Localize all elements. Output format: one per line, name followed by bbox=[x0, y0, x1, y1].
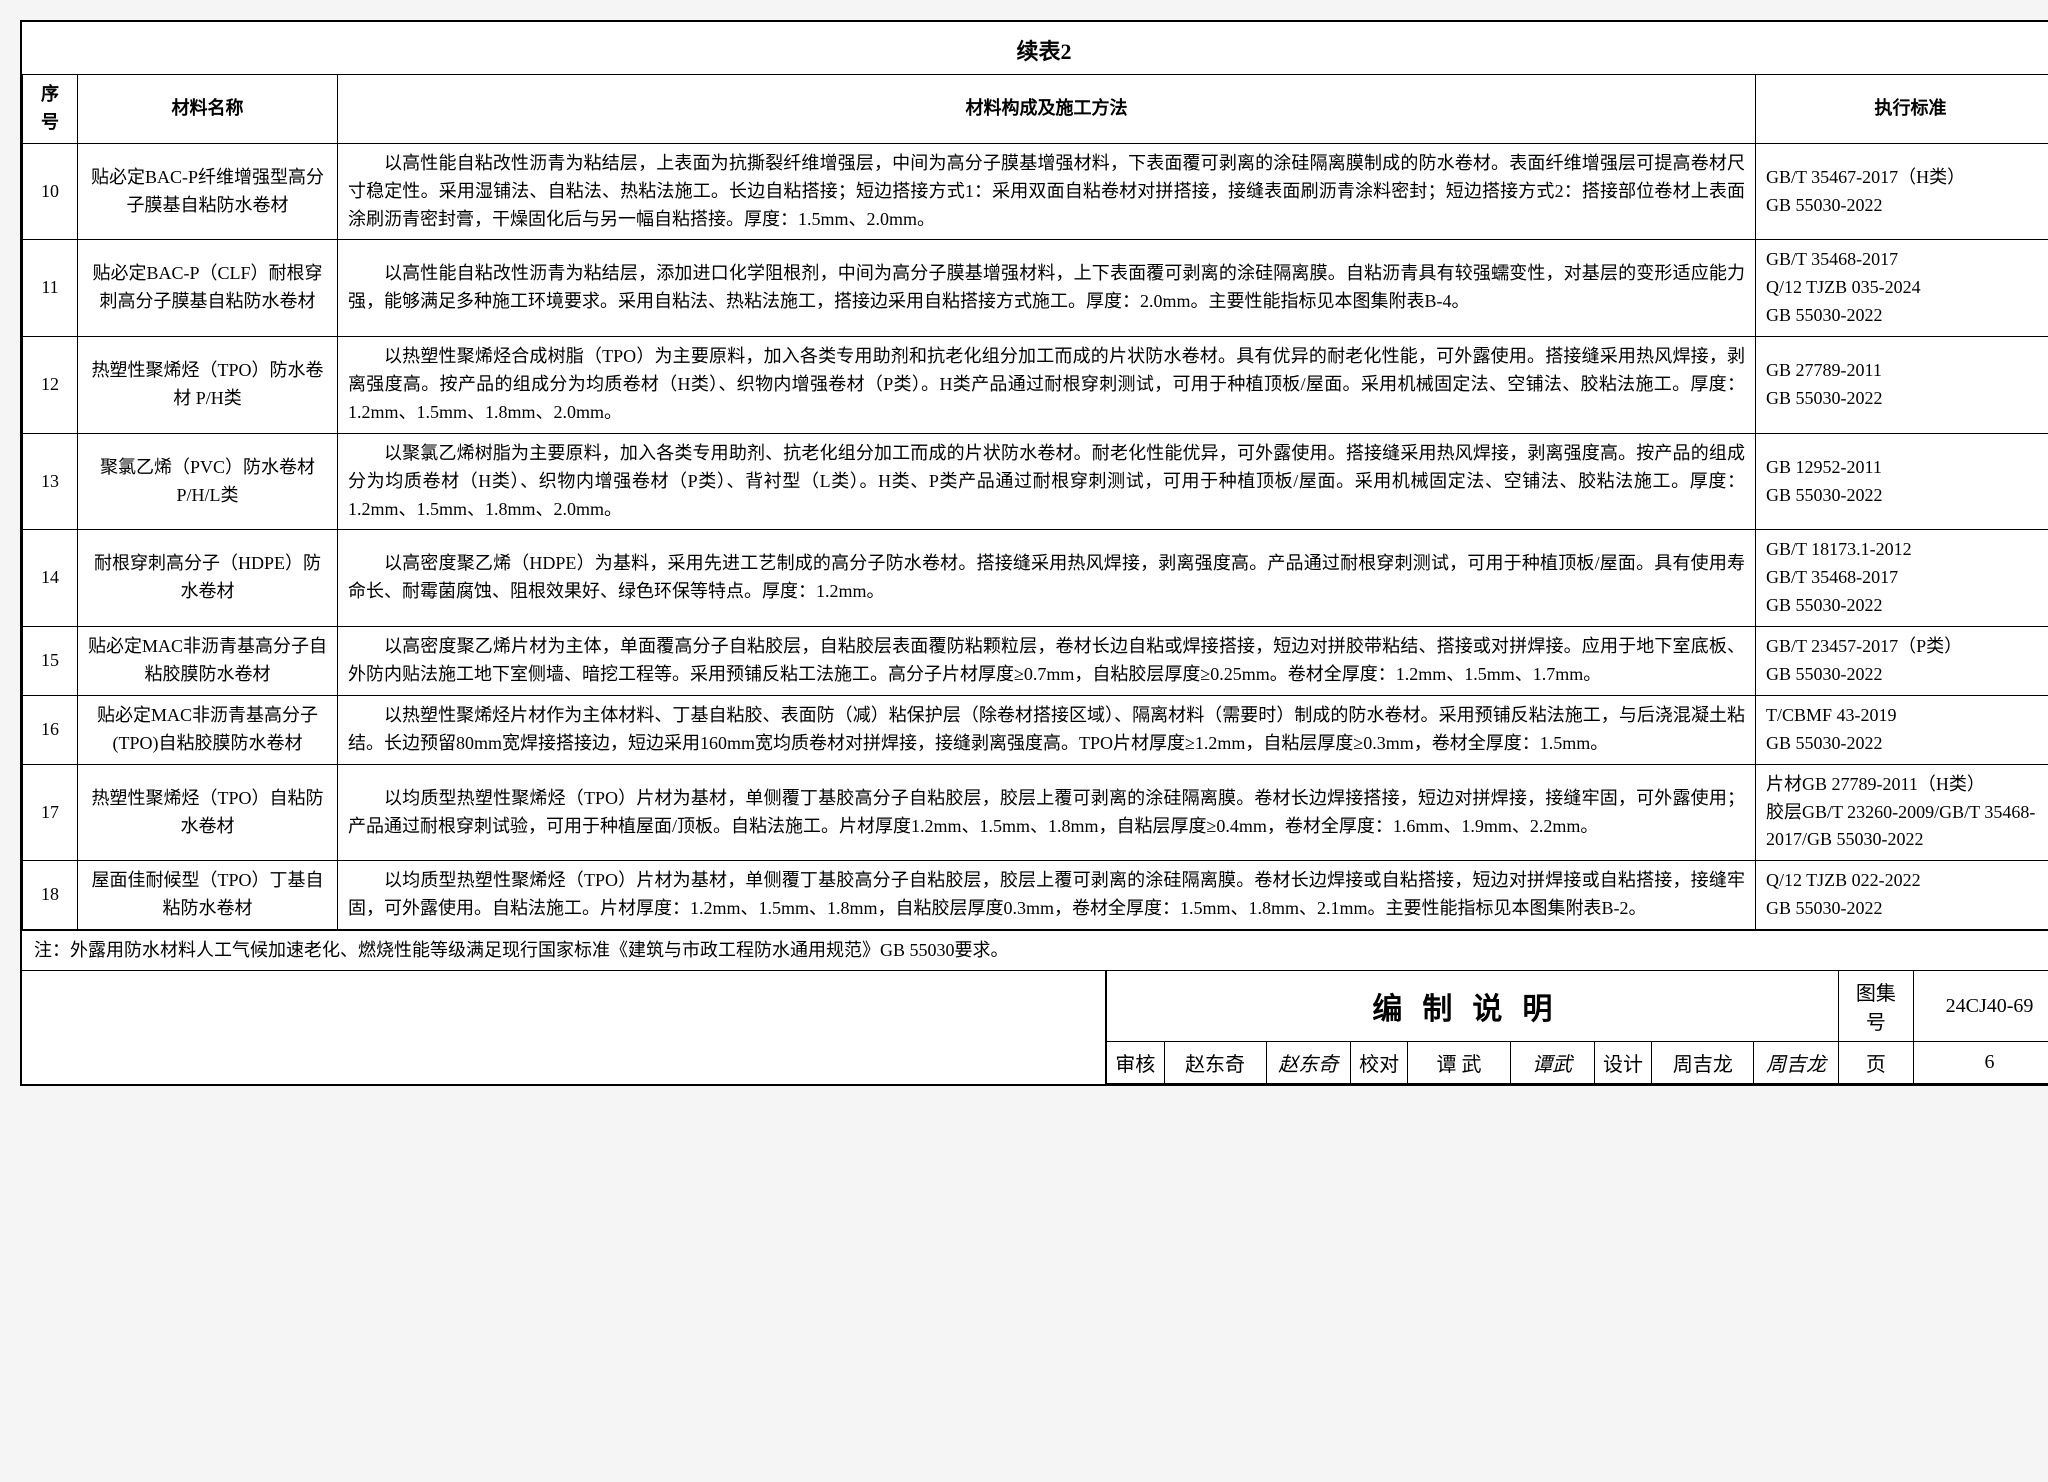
footer-spacer bbox=[22, 971, 1106, 1084]
cell-body: 以均质型热塑性聚烯烃（TPO）片材为基材，单侧覆丁基胶高分子自粘胶层，胶层上覆可… bbox=[338, 861, 1756, 930]
footnote: 注：外露用防水材料人工气候加速老化、燃烧性能等级满足现行国家标准《建筑与市政工程… bbox=[22, 930, 2048, 970]
col-idx: 序号 bbox=[23, 75, 78, 144]
cell-std: T/CBMF 43-2019 GB 55030-2022 bbox=[1756, 695, 2048, 764]
cell-name: 贴必定BAC-P（CLF）耐根穿刺高分子膜基自粘防水卷材 bbox=[78, 240, 338, 337]
table-title: 续表2 bbox=[22, 22, 2048, 74]
cell-std: GB 27789-2011 GB 55030-2022 bbox=[1756, 337, 2048, 434]
page-container: 续表2 序号 材料名称 材料构成及施工方法 执行标准 10贴必定BAC-P纤维增… bbox=[20, 20, 2048, 1086]
cell-idx: 11 bbox=[23, 240, 78, 337]
review-label: 审核 bbox=[1107, 1042, 1165, 1084]
table-header-row: 序号 材料名称 材料构成及施工方法 执行标准 bbox=[23, 75, 2048, 144]
design-sig: 周吉龙 bbox=[1754, 1042, 1838, 1084]
cell-name: 热塑性聚烯烃（TPO）自粘防水卷材 bbox=[78, 764, 338, 861]
table-row: 10贴必定BAC-P纤维增强型高分子膜基自粘防水卷材以高性能自粘改性沥青为粘结层… bbox=[23, 143, 2048, 240]
cell-name: 贴必定MAC非沥青基高分子(TPO)自粘胶膜防水卷材 bbox=[78, 695, 338, 764]
cell-body: 以高性能自粘改性沥青为粘结层，上表面为抗撕裂纤维增强层，中间为高分子膜基增强材料… bbox=[338, 143, 1756, 240]
cell-name: 贴必定BAC-P纤维增强型高分子膜基自粘防水卷材 bbox=[78, 143, 338, 240]
page-no: 6 bbox=[1914, 1042, 2048, 1084]
cell-body: 以高密度聚乙烯（HDPE）为基料，采用先进工艺制成的高分子防水卷材。搭接缝采用热… bbox=[338, 530, 1756, 627]
doc-heading: 编制说明 bbox=[1107, 971, 1839, 1042]
table-row: 18屋面佳耐候型（TPO）丁基自粘防水卷材以均质型热塑性聚烯烃（TPO）片材为基… bbox=[23, 861, 2048, 930]
table-row: 17热塑性聚烯烃（TPO）自粘防水卷材以均质型热塑性聚烯烃（TPO）片材为基材，… bbox=[23, 764, 2048, 861]
cell-std: GB/T 35467-2017（H类） GB 55030-2022 bbox=[1756, 143, 2048, 240]
cell-std: Q/12 TJZB 022-2022 GB 55030-2022 bbox=[1756, 861, 2048, 930]
footer-table: 编制说明 图集号 24CJ40-69 审核 赵东奇 赵东奇 校对 谭 武 谭武 … bbox=[1106, 971, 2048, 1084]
cell-std: GB 12952-2011 GB 55030-2022 bbox=[1756, 433, 2048, 530]
check-sig: 谭武 bbox=[1510, 1042, 1594, 1084]
review-sig: 赵东奇 bbox=[1266, 1042, 1350, 1084]
table-row: 16贴必定MAC非沥青基高分子(TPO)自粘胶膜防水卷材以热塑性聚烯烃片材作为主… bbox=[23, 695, 2048, 764]
cell-idx: 18 bbox=[23, 861, 78, 930]
table-row: 11贴必定BAC-P（CLF）耐根穿刺高分子膜基自粘防水卷材以高性能自粘改性沥青… bbox=[23, 240, 2048, 337]
cell-name: 聚氯乙烯（PVC）防水卷材 P/H/L类 bbox=[78, 433, 338, 530]
table-row: 13聚氯乙烯（PVC）防水卷材 P/H/L类以聚氯乙烯树脂为主要原料，加入各类专… bbox=[23, 433, 2048, 530]
cell-std: GB/T 18173.1-2012 GB/T 35468-2017 GB 550… bbox=[1756, 530, 2048, 627]
footer-block: 编制说明 图集号 24CJ40-69 审核 赵东奇 赵东奇 校对 谭 武 谭武 … bbox=[22, 970, 2048, 1084]
cell-idx: 13 bbox=[23, 433, 78, 530]
table-row: 14耐根穿刺高分子（HDPE）防水卷材以高密度聚乙烯（HDPE）为基料，采用先进… bbox=[23, 530, 2048, 627]
review-name: 赵东奇 bbox=[1164, 1042, 1266, 1084]
cell-std: GB/T 35468-2017 Q/12 TJZB 035-2024 GB 55… bbox=[1756, 240, 2048, 337]
cell-body: 以热塑性聚烯烃合成树脂（TPO）为主要原料，加入各类专用助剂和抗老化组分加工而成… bbox=[338, 337, 1756, 434]
cell-body: 以热塑性聚烯烃片材作为主体材料、丁基自粘胶、表面防（减）粘保护层（除卷材搭接区域… bbox=[338, 695, 1756, 764]
doc-no: 24CJ40-69 bbox=[1914, 971, 2048, 1042]
col-body: 材料构成及施工方法 bbox=[338, 75, 1756, 144]
cell-name: 屋面佳耐候型（TPO）丁基自粘防水卷材 bbox=[78, 861, 338, 930]
cell-body: 以聚氯乙烯树脂为主要原料，加入各类专用助剂、抗老化组分加工而成的片状防水卷材。耐… bbox=[338, 433, 1756, 530]
table-row: 12热塑性聚烯烃（TPO）防水卷材 P/H类以热塑性聚烯烃合成树脂（TPO）为主… bbox=[23, 337, 2048, 434]
design-label: 设计 bbox=[1594, 1042, 1652, 1084]
cell-std: GB/T 23457-2017（P类） GB 55030-2022 bbox=[1756, 627, 2048, 696]
cell-std: 片材GB 27789-2011（H类） 胶层GB/T 23260-2009/GB… bbox=[1756, 764, 2048, 861]
cell-name: 贴必定MAC非沥青基高分子自粘胶膜防水卷材 bbox=[78, 627, 338, 696]
cell-idx: 16 bbox=[23, 695, 78, 764]
doc-no-label: 图集号 bbox=[1838, 971, 1913, 1042]
design-name: 周吉龙 bbox=[1652, 1042, 1754, 1084]
cell-name: 耐根穿刺高分子（HDPE）防水卷材 bbox=[78, 530, 338, 627]
check-label: 校对 bbox=[1350, 1042, 1408, 1084]
table-row: 15贴必定MAC非沥青基高分子自粘胶膜防水卷材以高密度聚乙烯片材为主体，单面覆高… bbox=[23, 627, 2048, 696]
cell-name: 热塑性聚烯烃（TPO）防水卷材 P/H类 bbox=[78, 337, 338, 434]
cell-body: 以均质型热塑性聚烯烃（TPO）片材为基材，单侧覆丁基胶高分子自粘胶层，胶层上覆可… bbox=[338, 764, 1756, 861]
cell-idx: 14 bbox=[23, 530, 78, 627]
cell-idx: 10 bbox=[23, 143, 78, 240]
cell-body: 以高性能自粘改性沥青为粘结层，添加进口化学阻根剂，中间为高分子膜基增强材料，上下… bbox=[338, 240, 1756, 337]
cell-body: 以高密度聚乙烯片材为主体，单面覆高分子自粘胶层，自粘胶层表面覆防粘颗粒层，卷材长… bbox=[338, 627, 1756, 696]
col-name: 材料名称 bbox=[78, 75, 338, 144]
col-std: 执行标准 bbox=[1756, 75, 2048, 144]
page-label: 页 bbox=[1838, 1042, 1913, 1084]
check-name: 谭 武 bbox=[1408, 1042, 1510, 1084]
cell-idx: 15 bbox=[23, 627, 78, 696]
materials-table: 序号 材料名称 材料构成及施工方法 执行标准 10贴必定BAC-P纤维增强型高分… bbox=[22, 74, 2048, 930]
cell-idx: 17 bbox=[23, 764, 78, 861]
cell-idx: 12 bbox=[23, 337, 78, 434]
